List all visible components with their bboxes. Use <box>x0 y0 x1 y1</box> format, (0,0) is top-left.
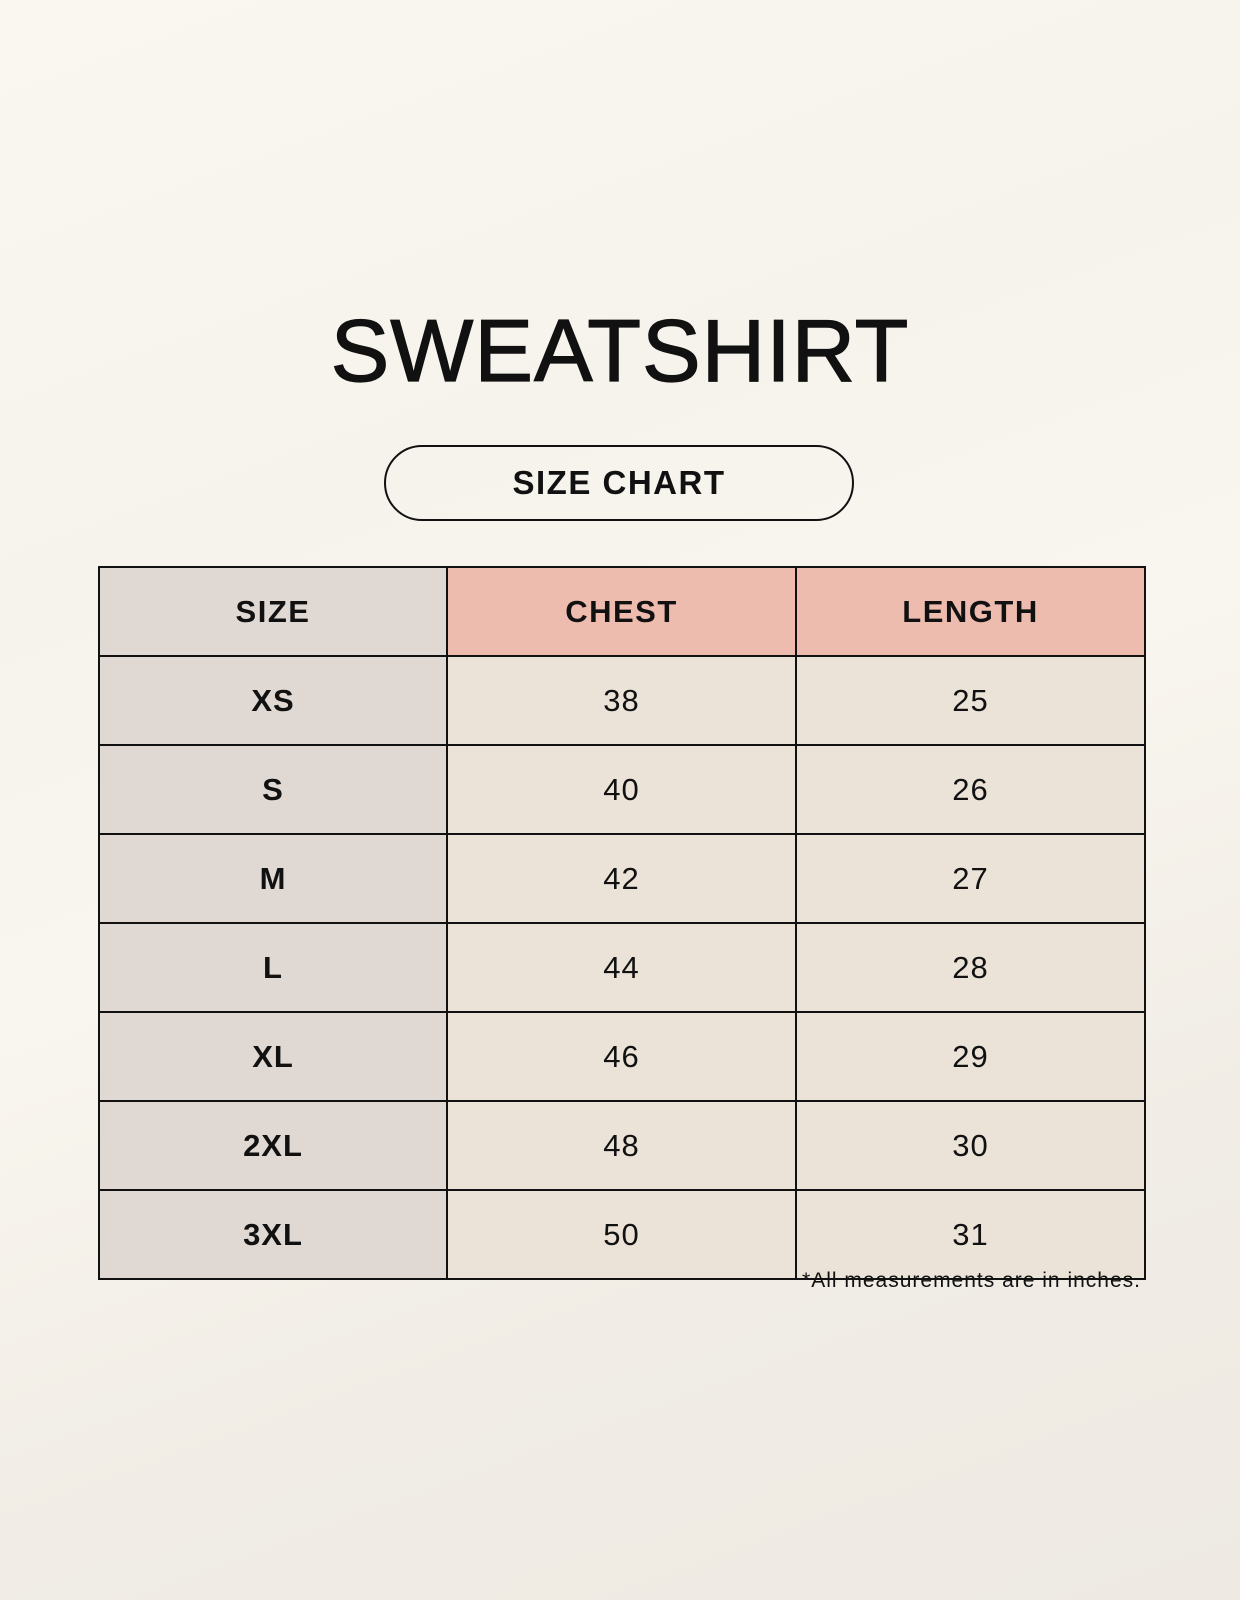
cell-length: 26 <box>795 744 1146 835</box>
cell-size: XL <box>98 1011 448 1102</box>
table-row: XL 46 29 <box>98 1011 1146 1102</box>
table-row: M 42 27 <box>98 833 1146 924</box>
table-row: XS 38 25 <box>98 655 1146 746</box>
cell-chest: 48 <box>446 1100 797 1191</box>
cell-size: M <box>98 833 448 924</box>
page-title: SWEATSHIRT <box>330 300 910 400</box>
cell-length: 28 <box>795 922 1146 1013</box>
table-row: 3XL 50 31 <box>98 1189 1146 1280</box>
footnote: *All measurements are in inches. <box>802 1269 1141 1292</box>
cell-length: 29 <box>795 1011 1146 1102</box>
cell-size: L <box>98 922 448 1013</box>
table-row: S 40 26 <box>98 744 1146 835</box>
cell-chest: 44 <box>446 922 797 1013</box>
size-chart-label: SIZE CHART <box>384 445 854 521</box>
size-chart-label-text: SIZE CHART <box>512 464 726 501</box>
cell-size: 2XL <box>98 1100 448 1191</box>
cell-length: 25 <box>795 655 1146 746</box>
table-row: 2XL 48 30 <box>98 1100 1146 1191</box>
table-row: L 44 28 <box>98 922 1146 1013</box>
cell-chest: 42 <box>446 833 797 924</box>
cell-chest: 40 <box>446 744 797 835</box>
cell-length: 27 <box>795 833 1146 924</box>
cell-chest: 46 <box>446 1011 797 1102</box>
header-length: LENGTH <box>795 566 1146 657</box>
table-header-row: SIZE CHEST LENGTH <box>98 566 1146 657</box>
cell-chest: 50 <box>446 1189 797 1280</box>
cell-length: 31 <box>795 1189 1146 1280</box>
cell-size: XS <box>98 655 448 746</box>
header-size: SIZE <box>98 566 448 657</box>
size-table: SIZE CHEST LENGTH XS 38 25 S 40 26 M 42 27 L 44 28 X… <box>98 566 1146 1280</box>
cell-length: 30 <box>795 1100 1146 1191</box>
header-chest: CHEST <box>446 566 797 657</box>
cell-size: S <box>98 744 448 835</box>
cell-chest: 38 <box>446 655 797 746</box>
cell-size: 3XL <box>98 1189 448 1280</box>
